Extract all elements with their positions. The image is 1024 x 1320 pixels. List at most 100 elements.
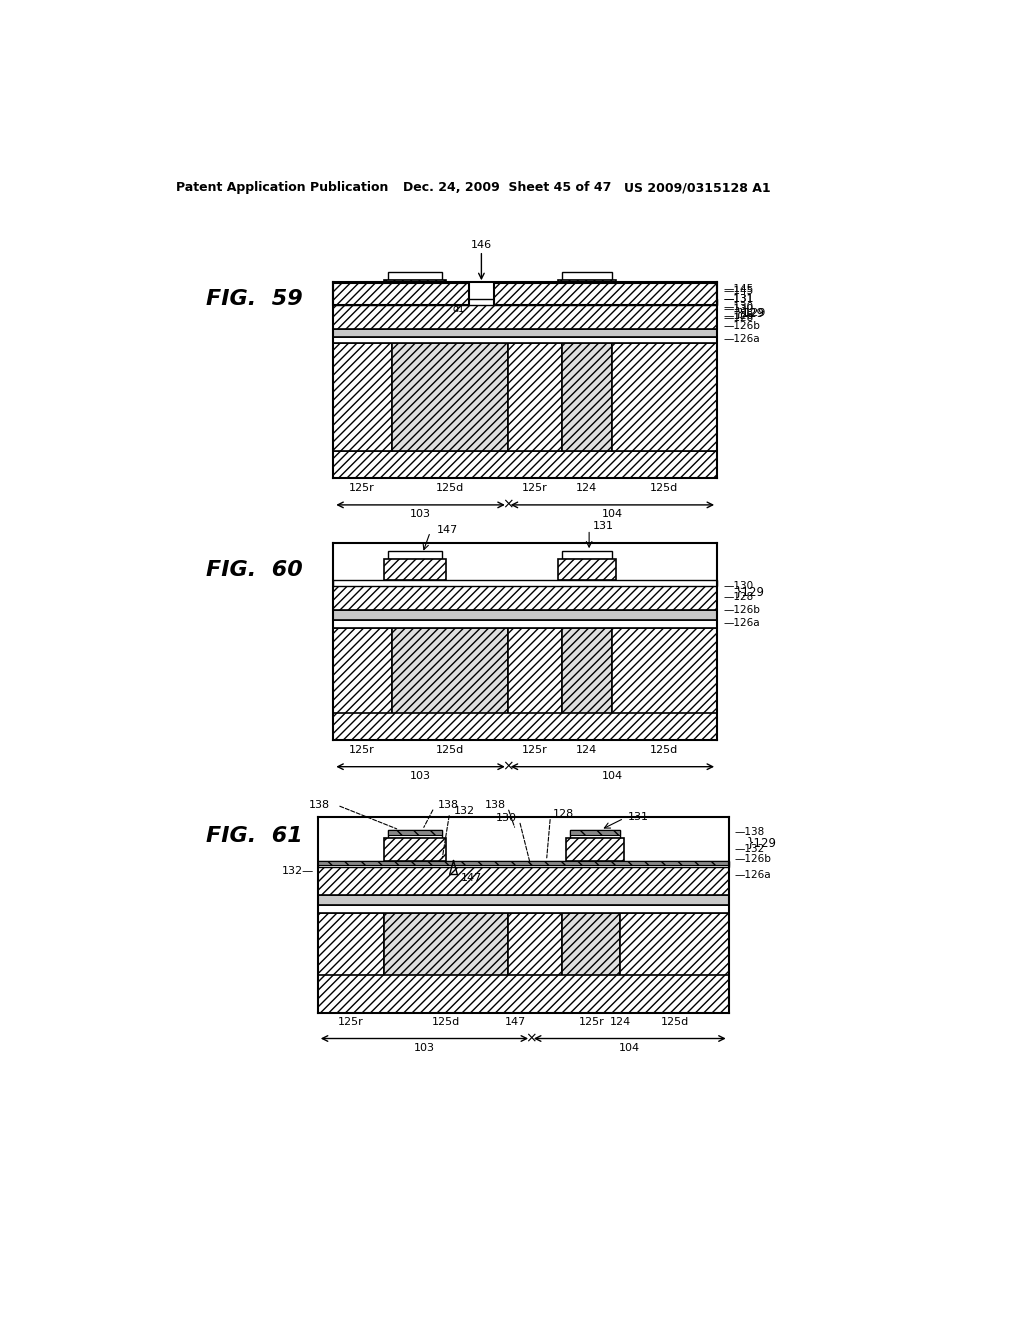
Bar — [562, 343, 612, 451]
Text: 131: 131 — [628, 812, 649, 822]
Text: 103: 103 — [414, 1043, 434, 1053]
Text: —130: —130 — [723, 302, 754, 312]
Text: —128: —128 — [723, 312, 754, 321]
Text: 125r: 125r — [338, 1018, 364, 1027]
Bar — [558, 280, 616, 300]
Text: 125d: 125d — [650, 483, 679, 492]
Text: 104: 104 — [618, 1043, 640, 1053]
Bar — [317, 861, 729, 867]
Text: 124: 124 — [609, 1018, 631, 1027]
Text: Patent Application Publication: Patent Application Publication — [176, 181, 388, 194]
Text: Dec. 24, 2009  Sheet 45 of 47: Dec. 24, 2009 Sheet 45 of 47 — [403, 181, 611, 194]
Bar — [558, 558, 616, 581]
Text: 125d: 125d — [435, 744, 464, 755]
Bar — [334, 305, 717, 330]
Bar — [562, 628, 612, 739]
Text: —128: —128 — [723, 313, 754, 323]
Bar — [334, 284, 469, 305]
Bar — [612, 628, 717, 739]
Text: 131: 131 — [593, 521, 614, 532]
Bar — [388, 830, 442, 838]
Text: —145: —145 — [723, 286, 754, 296]
Bar — [612, 343, 717, 451]
Text: 132: 132 — [454, 805, 475, 816]
Bar — [384, 280, 445, 300]
Text: 146: 146 — [471, 240, 492, 251]
Text: —126a: —126a — [735, 870, 771, 879]
Text: FIG.  60: FIG. 60 — [206, 561, 302, 581]
Bar — [562, 272, 612, 280]
Text: ×: × — [502, 498, 514, 512]
Bar — [621, 913, 729, 1014]
Text: 128: 128 — [553, 809, 573, 820]
Bar — [334, 337, 717, 343]
Bar — [569, 830, 621, 836]
Bar — [562, 552, 612, 558]
Text: —132: —132 — [735, 843, 765, 854]
Text: —126a: —126a — [723, 334, 760, 343]
Bar — [334, 451, 717, 478]
Bar — [384, 838, 445, 861]
Bar — [334, 628, 391, 739]
Text: —126b: —126b — [723, 606, 760, 615]
Bar — [317, 861, 729, 866]
Text: 124: 124 — [577, 483, 597, 492]
Text: 125r: 125r — [522, 744, 548, 755]
Bar — [334, 586, 717, 610]
Bar — [388, 272, 442, 280]
Bar — [391, 628, 508, 739]
Text: US 2009/0315128 A1: US 2009/0315128 A1 — [624, 181, 771, 194]
Bar — [317, 867, 729, 895]
Text: —128: —128 — [723, 593, 754, 602]
Text: 125d: 125d — [435, 483, 464, 492]
Text: }129: }129 — [735, 306, 765, 319]
Text: 147: 147 — [505, 1018, 526, 1027]
Text: 125r: 125r — [349, 483, 375, 492]
Text: ×: × — [525, 1031, 537, 1045]
Text: 138: 138 — [485, 800, 506, 810]
Bar — [334, 330, 717, 337]
Text: 125d: 125d — [432, 1018, 460, 1027]
Bar — [566, 838, 624, 861]
Bar — [494, 284, 717, 305]
Bar — [508, 913, 562, 1014]
Bar — [334, 713, 717, 739]
Bar — [384, 558, 445, 581]
Bar — [317, 913, 384, 1014]
Bar — [317, 906, 729, 913]
Bar — [562, 913, 621, 1014]
Text: —126b: —126b — [723, 321, 760, 331]
Text: —138: —138 — [735, 828, 765, 837]
Bar — [334, 343, 391, 451]
Bar — [508, 343, 562, 451]
Text: —145: —145 — [723, 284, 754, 294]
Text: —131: —131 — [723, 294, 754, 305]
Text: 147: 147 — [436, 524, 458, 535]
Bar — [388, 552, 442, 558]
Text: —126a: —126a — [723, 618, 760, 628]
Text: 125d: 125d — [650, 744, 679, 755]
Text: 103: 103 — [410, 771, 431, 781]
Text: 125r: 125r — [579, 1018, 604, 1027]
Text: ×: × — [502, 760, 514, 774]
Text: 138: 138 — [308, 800, 330, 810]
Text: }129: }129 — [746, 836, 776, 849]
Text: FIG.  59: FIG. 59 — [206, 289, 302, 309]
Bar — [334, 610, 717, 620]
Bar — [317, 974, 729, 1014]
Bar — [569, 830, 621, 838]
Text: 130: 130 — [496, 813, 517, 824]
Text: }129: }129 — [737, 308, 766, 317]
Bar — [508, 628, 562, 739]
Bar — [334, 300, 717, 305]
Bar — [384, 913, 508, 1014]
Bar — [388, 830, 442, 836]
Text: 138: 138 — [438, 800, 459, 810]
Text: FIG.  61: FIG. 61 — [206, 826, 302, 846]
Text: 104: 104 — [602, 510, 623, 519]
Text: 103: 103 — [410, 510, 431, 519]
Bar — [334, 581, 717, 586]
Text: —130: —130 — [723, 581, 754, 591]
Bar — [317, 895, 729, 906]
Text: }129: }129 — [735, 585, 765, 598]
